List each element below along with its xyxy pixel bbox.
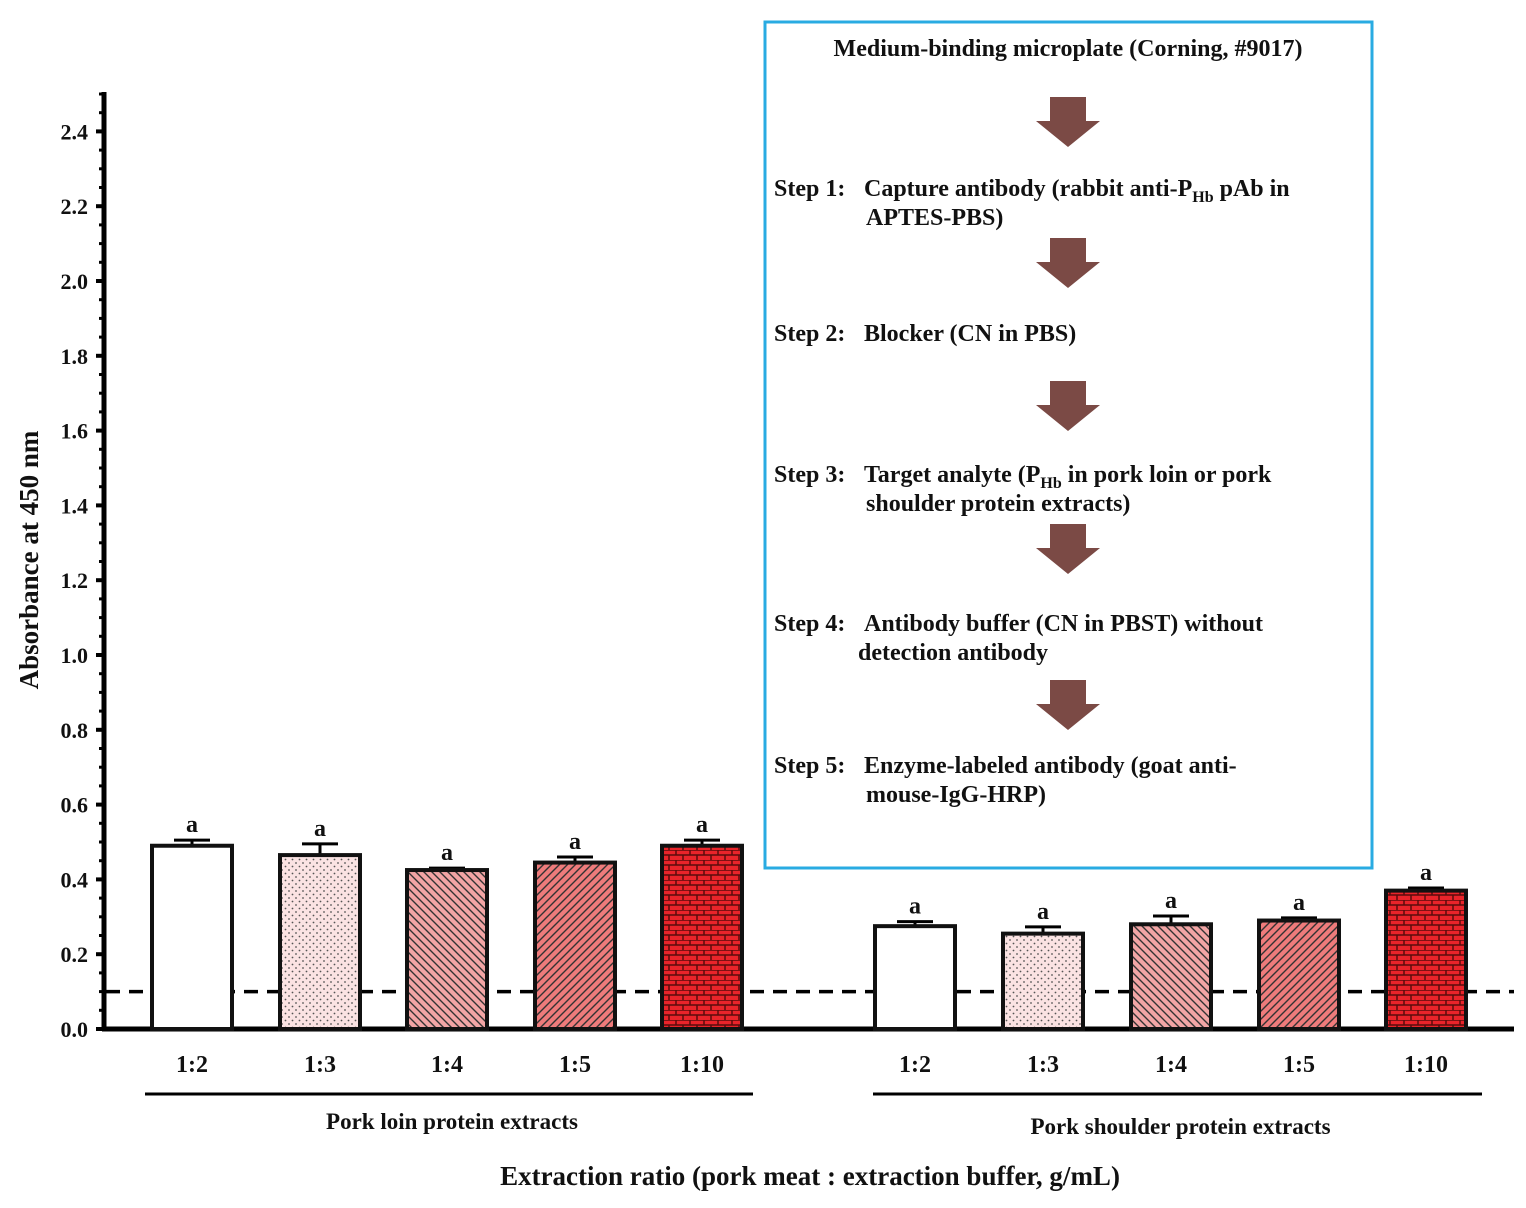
- protocol-flow-box: Medium-binding microplate (Corning, #901…: [763, 20, 1374, 870]
- significance-letter: a: [1037, 899, 1049, 925]
- step-prefix: Step 4:: [774, 611, 845, 637]
- y-tick-label: 0.8: [61, 718, 89, 743]
- step-prefix: Step 2:: [774, 321, 845, 347]
- step-text-line1: Antibody buffer (CN in PBST) without: [864, 611, 1263, 637]
- y-tick-label: 0.4: [61, 867, 89, 892]
- bar: [1001, 931, 1085, 1032]
- x-tick-label: 1:2: [899, 1052, 931, 1078]
- y-tick-label: 1.4: [61, 493, 89, 518]
- significance-letter: a: [441, 840, 453, 866]
- flow-arrow-icon: [1036, 97, 1100, 147]
- bar: [1257, 918, 1341, 1031]
- step-text-line2: detection antibody: [858, 640, 1048, 666]
- y-tick-label: 0.6: [61, 793, 89, 818]
- y-tick-label: 1.8: [61, 344, 89, 369]
- bars: a 1:2 a 1:3 a 1:4 a 1:5 a 1:10 a 1:2 a 1:3 a 1:4 a 1:5 a 1:…: [150, 812, 1468, 1078]
- x-tick-label: 1:2: [176, 1052, 208, 1078]
- y-tick-label: 2.4: [61, 119, 89, 144]
- significance-letter: a: [909, 894, 921, 920]
- y-axis-label: Absorbance at 450 nm: [14, 430, 44, 689]
- bar: [1384, 888, 1468, 1031]
- y-ticks: 0.0 0.2 0.4 0.6 0.8 1.0 1.2 1.4 1.6 1.8 2.0 2.2 2.4: [61, 92, 104, 1042]
- y-tick-label: 2.0: [61, 269, 89, 294]
- y-tick-label: 1.6: [61, 419, 89, 444]
- significance-letter: a: [1165, 888, 1177, 914]
- step-text-line1: Enzyme-labeled antibody (goat anti-: [864, 753, 1237, 779]
- step-text-line2: mouse-IgG-HRP): [866, 782, 1046, 808]
- flow-arrow-icon: [1036, 381, 1100, 431]
- protocol-title: Medium-binding microplate (Corning, #901…: [834, 36, 1303, 62]
- group-labels: Pork loin protein extracts Pork shoulder …: [145, 1092, 1482, 1139]
- bar: [533, 860, 617, 1031]
- significance-letter: a: [1420, 860, 1432, 886]
- group-label: Pork loin protein extracts: [326, 1109, 578, 1134]
- bar: [150, 843, 234, 1031]
- step-text-line1: Target analyte (PHb in pork loin or pork: [864, 462, 1272, 492]
- significance-letter: a: [186, 812, 198, 838]
- step-prefix: Step 1:: [774, 176, 845, 202]
- y-tick-label: 1.2: [61, 568, 89, 593]
- y-tick-label: 0.2: [61, 942, 89, 967]
- bar: [405, 868, 489, 1031]
- bar: [873, 924, 957, 1032]
- step-text-line1: Capture antibody (rabbit anti-PHb pAb in: [864, 176, 1290, 206]
- y-tick-label: 2.2: [61, 194, 89, 219]
- significance-letter: a: [569, 829, 581, 855]
- x-tick-label: 1:4: [1155, 1052, 1187, 1078]
- step-prefix: Step 5:: [774, 753, 845, 779]
- x-tick-label: 1:3: [1027, 1052, 1059, 1078]
- x-axis-label: Extraction ratio (pork meat : extraction…: [500, 1161, 1120, 1191]
- bar: [660, 843, 744, 1031]
- x-tick-label: 1:10: [1404, 1052, 1448, 1078]
- step-prefix: Step 3:: [774, 462, 845, 488]
- significance-letter: a: [1293, 890, 1305, 916]
- step-text-line1: Blocker (CN in PBS): [864, 321, 1076, 347]
- bar: [278, 853, 362, 1032]
- flow-arrow-icon: [1036, 524, 1100, 574]
- y-tick-label: 1.0: [61, 643, 89, 668]
- flow-arrow-icon: [1036, 680, 1100, 730]
- y-tick-label: 0.0: [61, 1017, 89, 1042]
- x-tick-label: 1:5: [1283, 1052, 1315, 1078]
- step-text-line2: shoulder protein extracts): [866, 491, 1130, 517]
- x-tick-label: 1:4: [431, 1052, 463, 1078]
- x-tick-label: 1:5: [559, 1052, 591, 1078]
- x-tick-label: 1:10: [680, 1052, 724, 1078]
- protocol-box-border: [763, 20, 1374, 870]
- step-text-line2: APTES-PBS): [866, 205, 1003, 231]
- x-tick-label: 1:3: [304, 1052, 336, 1078]
- group-label: Pork shoulder protein extracts: [1030, 1114, 1330, 1139]
- significance-letter: a: [696, 812, 708, 838]
- significance-letter: a: [314, 816, 326, 842]
- bar: [1129, 922, 1213, 1032]
- flow-arrow-icon: [1036, 238, 1100, 288]
